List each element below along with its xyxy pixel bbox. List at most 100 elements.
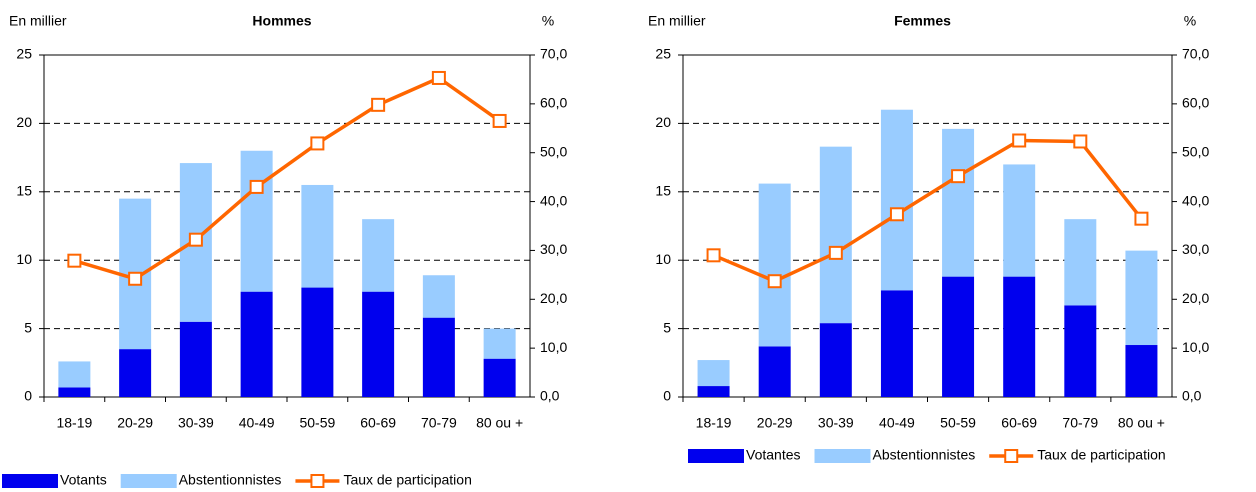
plot-frame [682, 54, 1173, 398]
x-tick-label: 30-39 [818, 415, 854, 431]
bar [483, 358, 516, 397]
legend-swatch [688, 449, 744, 463]
line-marker [188, 232, 203, 247]
plot-frame [43, 54, 531, 398]
bar [1125, 345, 1158, 397]
bar [880, 109, 913, 291]
x-tick-label: 80 ou + [1118, 415, 1165, 431]
bar [362, 219, 395, 292]
y-tick-label: 25 [655, 46, 671, 62]
bar [758, 183, 791, 347]
x-tick-label: 60-69 [360, 415, 396, 431]
y2-tick-label: 60,0 [540, 95, 567, 111]
x-tick-label: 30-39 [178, 415, 214, 431]
bar [880, 290, 913, 397]
bar [819, 323, 852, 397]
y2-tick-label: 0,0 [1182, 388, 1202, 404]
y2-tick-label: 10,0 [540, 339, 567, 355]
x-tick-label: 18-19 [696, 415, 732, 431]
y-tick-label: 15 [655, 183, 671, 199]
x-tick-label: 20-29 [117, 415, 153, 431]
legend-label: Abstentionnistes [179, 472, 282, 488]
line-marker [1073, 134, 1088, 149]
line-marker [706, 248, 721, 263]
x-tick-label: 70-79 [421, 415, 457, 431]
legend-label: Taux de participation [343, 472, 471, 488]
legend-label: Abstentionnistes [873, 447, 976, 463]
y2-tick-label: 40,0 [1182, 192, 1209, 208]
line-marker [492, 113, 507, 128]
line [712, 138, 1143, 284]
bar [301, 184, 334, 288]
line-marker [67, 253, 82, 268]
bar [1064, 219, 1097, 306]
line-marker [951, 169, 966, 184]
y-tick-label: 20 [655, 114, 671, 130]
y2-axis-label: % [542, 13, 554, 29]
bar [483, 328, 516, 359]
y-tick-label: 20 [16, 114, 32, 130]
line-marker [1134, 211, 1149, 226]
line-marker [1012, 133, 1027, 148]
line-marker [249, 179, 264, 194]
y2-tick-label: 30,0 [540, 241, 567, 257]
bar [240, 291, 273, 397]
chart-title: Hommes [252, 13, 311, 29]
legend-swatch [814, 449, 871, 463]
line-marker [828, 245, 843, 260]
bar [942, 128, 975, 277]
line-marker [431, 70, 446, 85]
x-tick-label: 50-59 [299, 415, 335, 431]
line-marker [371, 97, 386, 112]
legend-label: Votants [60, 472, 107, 488]
bar [819, 146, 852, 324]
y-tick-label: 0 [663, 388, 671, 404]
bar [422, 317, 455, 397]
y-axis-label: En millier [9, 13, 67, 29]
y-tick-label: 15 [16, 183, 32, 199]
bar [758, 346, 791, 397]
y2-tick-label: 70,0 [540, 46, 567, 62]
bar [362, 291, 395, 397]
y2-tick-label: 40,0 [540, 192, 567, 208]
legend-label: Taux de participation [1037, 447, 1165, 463]
y2-tick-label: 20,0 [1182, 290, 1209, 306]
legend-swatch [2, 474, 58, 488]
y-axis-label: En millier [648, 13, 706, 29]
bar [1003, 276, 1036, 397]
y2-tick-label: 70,0 [1182, 46, 1209, 62]
line-marker [889, 207, 904, 222]
legend-label: Votantes [746, 447, 801, 463]
y2-tick-label: 20,0 [540, 290, 567, 306]
y2-axis-label: % [1184, 13, 1196, 29]
x-tick-label: 40-49 [239, 415, 275, 431]
legend-marker [1004, 449, 1019, 463]
bar [301, 287, 334, 397]
x-tick-label: 40-49 [879, 415, 915, 431]
line-marker [767, 274, 782, 289]
line-marker [128, 271, 143, 286]
bar [1125, 250, 1158, 346]
legend-marker [310, 474, 325, 488]
bar [942, 276, 975, 397]
y2-tick-label: 30,0 [1182, 241, 1209, 257]
x-tick-label: 80 ou + [476, 415, 523, 431]
y-tick-label: 25 [16, 46, 32, 62]
bar [240, 150, 273, 292]
y-tick-label: 10 [655, 251, 671, 267]
legend-swatch [120, 474, 177, 488]
y-tick-label: 5 [663, 319, 671, 335]
y2-tick-label: 50,0 [1182, 143, 1209, 159]
y2-tick-label: 60,0 [1182, 95, 1209, 111]
y-tick-label: 5 [24, 319, 32, 335]
bar [1064, 305, 1097, 397]
chart-title: Femmes [894, 13, 951, 29]
x-tick-label: 20-29 [757, 415, 793, 431]
line-marker [310, 136, 325, 151]
bar [697, 386, 730, 397]
y2-tick-label: 0,0 [540, 388, 560, 404]
x-tick-label: 18-19 [56, 415, 92, 431]
y2-tick-label: 50,0 [540, 143, 567, 159]
bar [422, 275, 455, 318]
